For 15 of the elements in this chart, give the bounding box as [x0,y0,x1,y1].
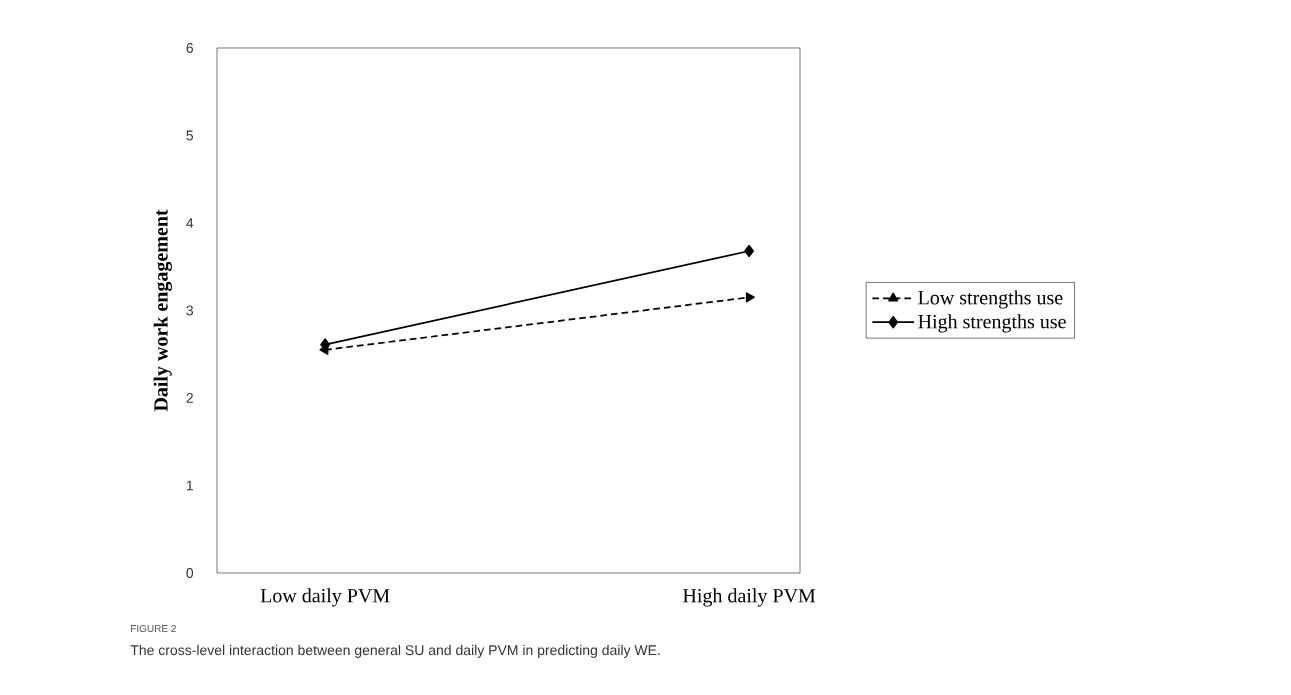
legend-label: Low strengths use [918,290,1063,309]
y-tick-label: 2 [186,393,193,403]
x-tick-label: High daily PVM [683,588,816,607]
y-tick-label: 1 [186,480,193,491]
caption: FIGURE 2 [131,625,176,633]
y-tick-label: 5 [186,130,194,141]
legend-label: High strengths use [918,314,1066,333]
y-axis-title: Daily work engagement [153,209,172,412]
text: The cross-level interaction between general SU and daily PVM in predicting daily WE. [130,644,660,658]
y-tick-label: 0 [186,568,194,578]
y-tick-label: 3 [186,305,194,316]
y-tick-label: 4 [186,218,194,228]
y-tick-label: 6 [186,43,194,53]
point [744,244,754,258]
x-tick-label: Low daily PVM [260,588,390,607]
